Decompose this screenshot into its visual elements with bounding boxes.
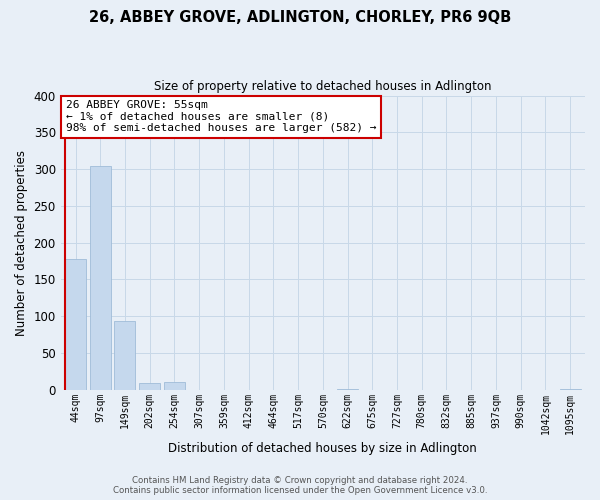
Text: 26 ABBEY GROVE: 55sqm
← 1% of detached houses are smaller (8)
98% of semi-detach: 26 ABBEY GROVE: 55sqm ← 1% of detached h…	[66, 100, 376, 133]
Bar	[65, 259, 86, 390]
Bar	[560, 389, 581, 390]
Bar	[139, 383, 160, 390]
Title: Size of property relative to detached houses in Adlington: Size of property relative to detached ho…	[154, 80, 491, 93]
X-axis label: Distribution of detached houses by size in Adlington: Distribution of detached houses by size …	[169, 442, 477, 455]
Text: 26, ABBEY GROVE, ADLINGTON, CHORLEY, PR6 9QB: 26, ABBEY GROVE, ADLINGTON, CHORLEY, PR6…	[89, 10, 511, 25]
Y-axis label: Number of detached properties: Number of detached properties	[15, 150, 28, 336]
Bar	[164, 382, 185, 390]
Bar	[115, 322, 136, 390]
Bar	[90, 166, 111, 390]
Text: Contains HM Land Registry data © Crown copyright and database right 2024.
Contai: Contains HM Land Registry data © Crown c…	[113, 476, 487, 495]
Bar	[337, 389, 358, 390]
